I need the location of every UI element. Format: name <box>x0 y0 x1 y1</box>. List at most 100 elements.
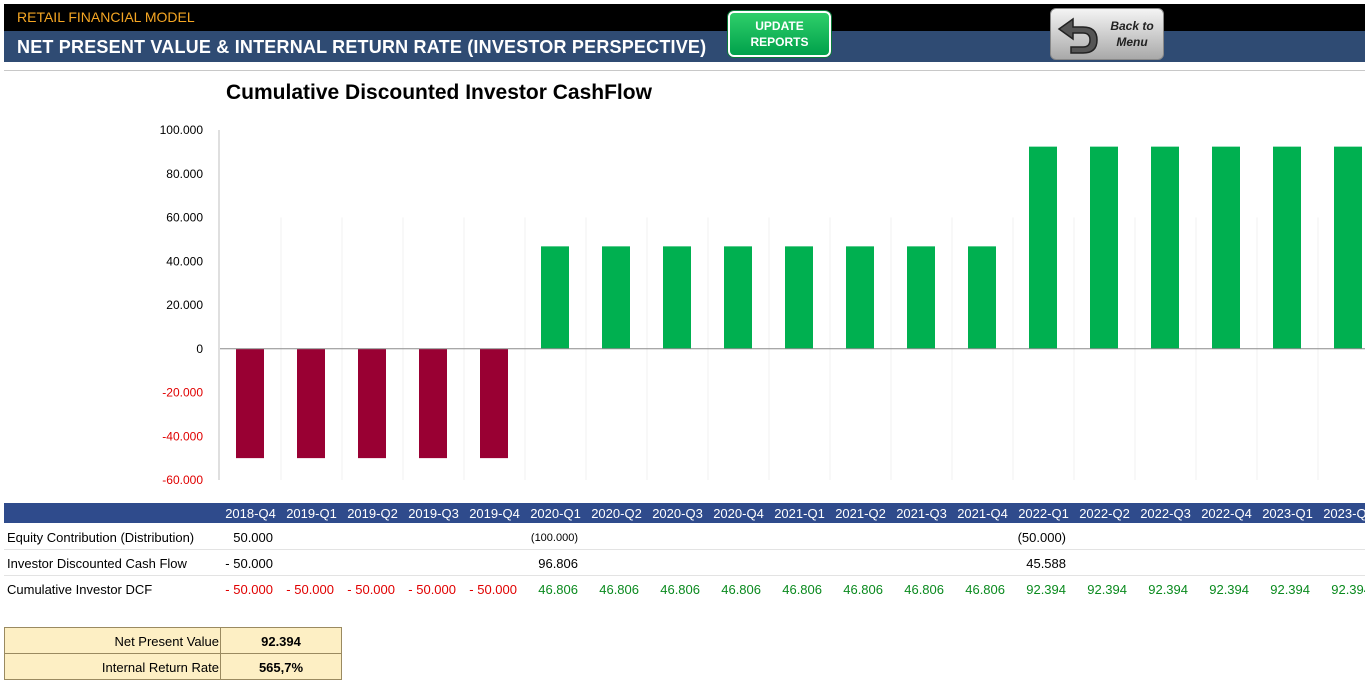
back-label-1: Back to <box>1110 19 1154 33</box>
table-cell: 92.394 <box>1209 582 1249 597</box>
row-label-equity: Equity Contribution (Distribution) <box>7 530 195 545</box>
npv-label: Net Present Value <box>114 634 219 649</box>
table-cell: 46.806 <box>782 582 822 597</box>
chart-bar-2019-Q2 <box>358 348 386 459</box>
period-header: 2022-Q3 <box>1140 506 1191 521</box>
chart-title: Cumulative Discounted Investor CashFlow <box>226 81 652 104</box>
table-cell: 92.394 <box>1026 582 1066 597</box>
table-cell: - 50.000 <box>286 582 334 597</box>
table-cell: 92.394 <box>1148 582 1188 597</box>
model-title: RETAIL FINANCIAL MODEL <box>17 9 195 25</box>
page-title: NET PRESENT VALUE & INTERNAL RETURN RATE… <box>17 37 707 57</box>
table-cell: - 50.000 <box>347 582 395 597</box>
period-header: 2021-Q2 <box>835 506 886 521</box>
chart-bar-2021-Q2 <box>846 246 874 349</box>
row-divider <box>4 575 1365 576</box>
table-cell: (50.000) <box>1017 530 1066 545</box>
period-header: 2019-Q1 <box>286 506 337 521</box>
chart-bar-2021-Q3 <box>907 246 935 349</box>
y-tick-label: 0 <box>196 342 203 356</box>
irr-value: 565,7% <box>258 660 304 675</box>
summary-box: Net Present Value 92.394 Internal Return… <box>4 627 342 680</box>
chart-bar-2019-Q1 <box>297 348 325 459</box>
back-label-2: Menu <box>1116 35 1148 49</box>
chart-bar-2023-Q1 <box>1273 146 1301 349</box>
table-cell: 46.806 <box>599 582 639 597</box>
period-header: 2021-Q4 <box>957 506 1008 521</box>
table-cell: 46.806 <box>660 582 700 597</box>
npv-value: 92.394 <box>261 634 301 649</box>
period-header: 2018-Q4 <box>225 506 276 521</box>
chart-bar-2022-Q3 <box>1151 146 1179 349</box>
y-tick-label: -20.000 <box>162 386 203 400</box>
chart-bar-2022-Q1 <box>1029 146 1057 349</box>
y-tick-label: 40.000 <box>166 254 203 268</box>
period-header: 2023-Q1 <box>1262 506 1313 521</box>
row-label-cumulative-dcf: Cumulative Investor DCF <box>7 582 153 597</box>
table-cell: - 50.000 <box>225 556 273 571</box>
update-reports-button[interactable]: UPDATE REPORTS <box>728 11 831 57</box>
period-header-bar <box>4 503 1365 523</box>
period-header: 2019-Q3 <box>408 506 459 521</box>
summary-separator <box>220 654 221 680</box>
row-divider <box>4 549 1365 550</box>
chart-bar-2019-Q3 <box>419 348 447 459</box>
table-cell: 92.394 <box>1087 582 1127 597</box>
chart-bar-2022-Q2 <box>1090 146 1118 349</box>
irr-row: Internal Return Rate 565,7% <box>5 654 341 680</box>
chart-bar-2020-Q3 <box>663 246 691 349</box>
back-arrow-icon <box>1057 17 1098 54</box>
table-cell: (100.000) <box>530 532 578 544</box>
header-divider <box>4 70 1365 71</box>
summary-separator <box>220 628 221 654</box>
table-cell: 92.394 <box>1270 582 1310 597</box>
row-label-discounted-cf: Investor Discounted Cash Flow <box>7 556 187 571</box>
table-cell: 46.806 <box>538 582 578 597</box>
chart-bar-2019-Q4 <box>480 348 508 459</box>
y-tick-label: 60.000 <box>166 211 203 225</box>
table-cell: 96.806 <box>538 556 578 571</box>
table-cell: - 50.000 <box>469 582 517 597</box>
table-cell: 92.394 <box>1331 582 1365 597</box>
period-header: 2022-Q1 <box>1018 506 1069 521</box>
chart-bar-2021-Q1 <box>785 246 813 349</box>
update-reports-label-2: REPORTS <box>750 35 809 49</box>
chart-bar-2021-Q4 <box>968 246 996 349</box>
table-cell: 50.000 <box>233 530 273 545</box>
chart-bar-2018-Q4 <box>236 348 264 459</box>
period-header: 2020-Q1 <box>530 506 581 521</box>
table-cell: 46.806 <box>721 582 761 597</box>
chart-bar-2023-Q2 <box>1334 146 1362 349</box>
period-header: 2021-Q1 <box>774 506 825 521</box>
table-cell: 46.806 <box>965 582 1005 597</box>
table-cell: - 50.000 <box>225 582 273 597</box>
irr-label: Internal Return Rate <box>101 660 219 675</box>
cumulative-dcf-chart: 100.000 80.000 60.000 40.000 20.000 0 -20.000 -… <box>160 123 1365 487</box>
chart-bar-2020-Q4 <box>724 246 752 349</box>
chart-bar-2020-Q2 <box>602 246 630 349</box>
back-to-menu-button[interactable]: Back to Menu <box>1050 8 1164 60</box>
period-header: 2022-Q4 <box>1201 506 1252 521</box>
period-header: 2019-Q2 <box>347 506 398 521</box>
y-tick-label: -60.000 <box>162 473 203 487</box>
y-tick-label: 100.000 <box>160 123 204 137</box>
update-reports-label-1: UPDATE <box>755 19 804 33</box>
period-header: 2020-Q3 <box>652 506 703 521</box>
period-header: 2023-Q2 <box>1323 506 1365 521</box>
period-header: 2020-Q4 <box>713 506 764 521</box>
y-tick-label: 80.000 <box>166 167 203 181</box>
period-header: 2020-Q2 <box>591 506 642 521</box>
period-header: 2022-Q2 <box>1079 506 1130 521</box>
y-tick-label: -40.000 <box>162 429 203 443</box>
period-header: 2021-Q3 <box>896 506 947 521</box>
table-cell: 46.806 <box>843 582 883 597</box>
period-header: 2019-Q4 <box>469 506 520 521</box>
chart-bar-2022-Q4 <box>1212 146 1240 349</box>
npv-row: Net Present Value 92.394 <box>5 628 341 654</box>
table-cell: - 50.000 <box>408 582 456 597</box>
table-cell: 45.588 <box>1026 556 1066 571</box>
chart-bar-2020-Q1 <box>541 246 569 349</box>
y-tick-label: 20.000 <box>166 298 203 312</box>
table-cell: 46.806 <box>904 582 944 597</box>
